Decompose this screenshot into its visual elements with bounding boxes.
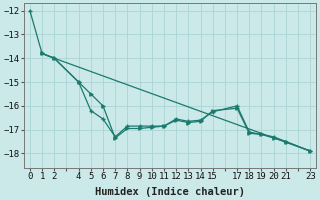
X-axis label: Humidex (Indice chaleur): Humidex (Indice chaleur) (95, 186, 245, 197)
